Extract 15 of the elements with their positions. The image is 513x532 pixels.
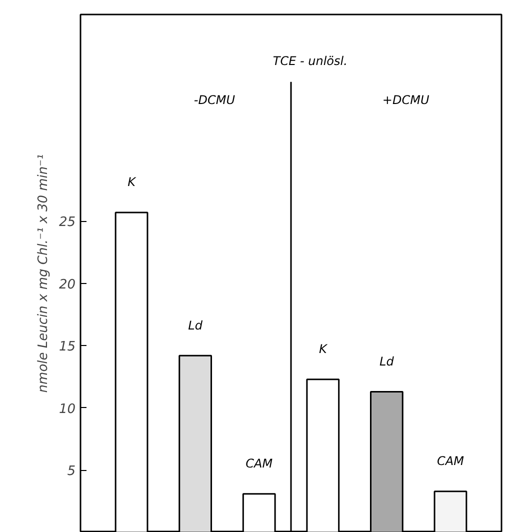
x-tick-label: Ld [188, 318, 203, 332]
x-tick-label: Ld [380, 354, 394, 368]
y-tick-label: 25 [58, 215, 76, 230]
x-tick-label: K [318, 342, 328, 356]
y-tick-label: 5 [67, 464, 76, 480]
annotation: +DCMU [382, 92, 430, 107]
y-tick-label: 20 [58, 277, 76, 292]
text: TCE - unlösl. [272, 54, 348, 68]
x-tick-label: CAM [246, 456, 274, 471]
annotation: -DCMU [194, 92, 236, 107]
y-tick-label: 10 [58, 402, 76, 417]
x-tick-label: K [128, 175, 137, 190]
y-axis-title: nmole Leucin x mg Chl.⁻¹ x 30 min⁻¹ [36, 154, 51, 393]
y-tick-label: 15 [58, 340, 76, 355]
x-tick-label: CAM [437, 454, 465, 468]
